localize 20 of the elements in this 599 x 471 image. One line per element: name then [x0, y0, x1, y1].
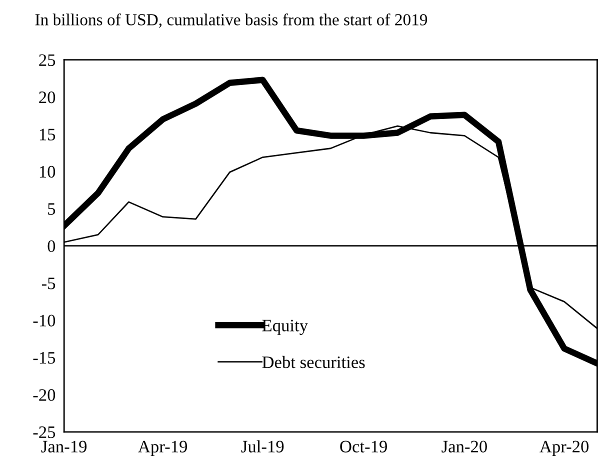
y-tick-label: 20: [39, 92, 56, 104]
x-tick-label: Jan-19: [41, 440, 87, 452]
y-tick-label: 25: [39, 54, 56, 66]
y-tick-label: -5: [42, 278, 56, 290]
y-tick-label: 10: [40, 166, 56, 178]
legend-label: Debt securities: [262, 356, 365, 368]
x-tick-label: Oct-19: [340, 440, 387, 452]
y-tick-label: 0: [48, 240, 56, 252]
x-tick-label: Jan-20: [442, 440, 487, 452]
x-tick-label: Apr-19: [138, 440, 188, 456]
y-tick-label: -20: [33, 389, 56, 401]
legend-label: Equity: [262, 320, 308, 335]
chart-title: In billions of USD, cumulative basis from the start of 2019: [35, 13, 428, 28]
y-tick-label: 5: [48, 203, 56, 215]
x-tick-label: Jul-19: [241, 440, 284, 452]
x-tick-label: Apr-20: [540, 440, 589, 456]
y-tick-label: -10: [33, 314, 56, 326]
y-tick-label: 15: [40, 128, 56, 140]
y-tick-label: -25: [33, 426, 56, 438]
y-tick-label: -15: [33, 352, 56, 364]
